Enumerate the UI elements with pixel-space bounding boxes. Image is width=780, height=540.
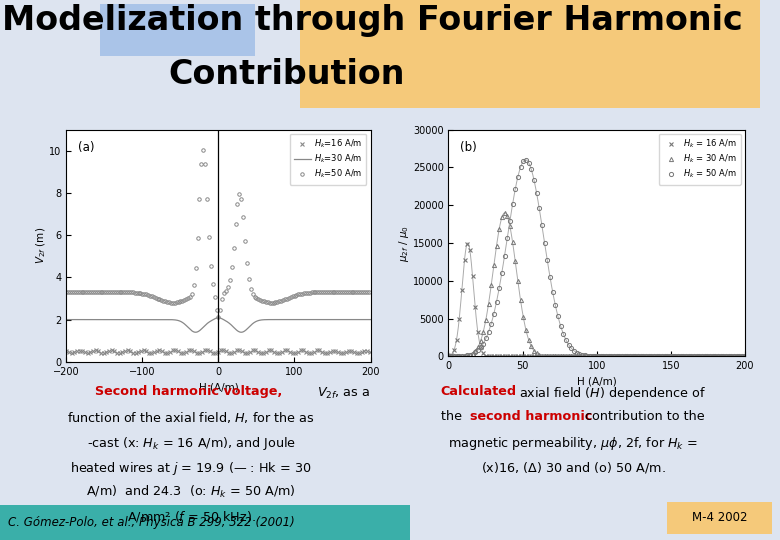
Text: Modelization through Fourier Harmonic: Modelization through Fourier Harmonic <box>2 4 743 37</box>
Text: (b): (b) <box>460 141 477 154</box>
$H_k$ = 30 A/m <box>740 353 750 360</box>
$H_k$ = 50 A/m <box>551 302 560 308</box>
Text: (x)16, ($\Delta$) 30 and (o) 50 A/m.: (x)16, ($\Delta$) 30 and (o) 50 A/m. <box>480 460 666 475</box>
$H_k$=16 A/m <box>160 349 169 356</box>
$H_k$ = 30 A/m <box>676 353 686 360</box>
$H_k$ = 30 A/m <box>660 353 669 360</box>
Line: $H_k$ = 30 A/m: $H_k$ = 30 A/m <box>446 211 746 359</box>
$H_k$=50 A/m <box>232 201 242 207</box>
$H_k$=50 A/m <box>147 293 157 300</box>
Text: the: the <box>441 410 466 423</box>
Bar <box>300 0 760 108</box>
$H_k$=16 A/m <box>250 347 260 353</box>
Text: $V_{2f}$, as a: $V_{2f}$, as a <box>317 386 370 401</box>
$H_k$=50 A/m <box>364 289 374 295</box>
Text: A/m)  and 24.3  (o: $H_k$ = 50 A/m): A/m) and 24.3 (o: $H_k$ = 50 A/m) <box>87 484 296 501</box>
$H_k$=50 A/m <box>313 289 322 295</box>
$H_k$=16 A/m <box>365 348 374 355</box>
$H_k$=30 A/m <box>191 329 200 335</box>
Y-axis label: $\mu_{2f}$ / $\mu_0$: $\mu_{2f}$ / $\mu_0$ <box>397 225 411 261</box>
$H_k$=30 A/m <box>190 329 199 335</box>
Text: axial field ($H$) dependence of: axial field ($H$) dependence of <box>515 386 706 402</box>
$H_k$ = 30 A/m <box>612 353 622 360</box>
$H_k$=50 A/m <box>199 147 208 153</box>
Text: Contribution: Contribution <box>168 58 405 91</box>
$H_k$=16 A/m <box>211 350 220 356</box>
$H_k$ = 16 A/m <box>660 353 669 360</box>
$H_k$=30 A/m <box>366 316 375 323</box>
$H_k$ = 30 A/m <box>732 353 742 360</box>
$H_k$ = 30 A/m <box>444 353 453 360</box>
Text: Second harmonic voltage,: Second harmonic voltage, <box>95 386 287 399</box>
$H_k$=30 A/m <box>283 316 292 323</box>
$H_k$=50 A/m <box>214 314 223 321</box>
$H_k$=30 A/m <box>192 329 201 335</box>
$H_k$=16 A/m <box>333 348 342 355</box>
$H_k$ = 30 A/m <box>551 353 560 360</box>
X-axis label: H (A/m): H (A/m) <box>577 377 616 387</box>
$H_k$=50 A/m <box>261 299 271 305</box>
$H_k$ = 50 A/m <box>676 353 686 360</box>
$H_k$=16 A/m <box>131 350 140 356</box>
Text: M-4 2002: M-4 2002 <box>692 511 747 524</box>
$H_k$ = 30 A/m <box>647 353 656 360</box>
X-axis label: H (A/m): H (A/m) <box>199 382 238 392</box>
$H_k$=30 A/m <box>62 316 71 323</box>
Text: magnetic permeability, $\mu\phi$, 2f, for $H_k$ =: magnetic permeability, $\mu\phi$, 2f, fo… <box>448 435 698 452</box>
$H_k$ = 16 A/m <box>647 353 656 360</box>
$H_k$ = 16 A/m <box>676 353 686 360</box>
Line: $H_k$ = 50 A/m: $H_k$ = 50 A/m <box>446 158 746 359</box>
Line: $H_k$ = 16 A/m: $H_k$ = 16 A/m <box>446 241 746 359</box>
Line: $H_k$=16 A/m: $H_k$=16 A/m <box>65 348 371 355</box>
Text: (a): (a) <box>79 141 95 154</box>
$H_k$ = 16 A/m <box>551 353 560 360</box>
Text: heated wires at $j$ = 19.9 (— : Hk = 30: heated wires at $j$ = 19.9 (— : Hk = 30 <box>70 460 312 477</box>
$H_k$ = 16 A/m <box>612 353 622 360</box>
Legend: $H_k$ = 16 A/m, $H_k$ = 30 A/m, $H_k$ = 50 A/m: $H_k$ = 16 A/m, $H_k$ = 30 A/m, $H_k$ = … <box>659 134 741 185</box>
$H_k$ = 50 A/m <box>660 353 669 360</box>
$H_k$ = 16 A/m <box>686 353 696 360</box>
Line: $H_k$=50 A/m: $H_k$=50 A/m <box>65 148 370 319</box>
$H_k$ = 30 A/m <box>500 210 509 216</box>
$H_k$ = 50 A/m <box>740 353 750 360</box>
$H_k$ = 50 A/m <box>521 157 530 163</box>
Legend: $H_k$=16 A/m, $H_k$=30 A/m, $H_k$=50 A/m: $H_k$=16 A/m, $H_k$=30 A/m, $H_k$=50 A/m <box>289 134 367 185</box>
$H_k$ = 16 A/m <box>463 240 472 247</box>
$H_k$ = 16 A/m <box>444 353 453 359</box>
Text: -cast (x: $H_k$ = 16 A/m), and Joule: -cast (x: $H_k$ = 16 A/m), and Joule <box>87 435 296 452</box>
$H_k$=30 A/m <box>342 316 351 323</box>
$H_k$=30 A/m <box>214 314 223 321</box>
Text: contribution to the: contribution to the <box>581 410 704 423</box>
Text: function of the axial field, $H$, for the as: function of the axial field, $H$, for th… <box>67 410 315 425</box>
$H_k$=16 A/m <box>101 349 111 355</box>
$H_k$=50 A/m <box>62 289 71 295</box>
Text: A/mm² ($f$ = 50 kHz).: A/mm² ($f$ = 50 kHz). <box>126 509 256 524</box>
Bar <box>667 502 772 534</box>
$H_k$=30 A/m <box>206 318 215 324</box>
$H_k$=16 A/m <box>203 347 212 353</box>
$H_k$ = 50 A/m <box>444 353 453 360</box>
Bar <box>0 505 410 540</box>
$H_k$ = 16 A/m <box>740 353 750 360</box>
$H_k$ = 50 A/m <box>612 353 622 360</box>
$H_k$=50 A/m <box>353 289 362 295</box>
Text: C. Gómez-Polo, et al., Physica B 299, 322 (2001): C. Gómez-Polo, et al., Physica B 299, 32… <box>8 516 295 529</box>
Text: Calculated: Calculated <box>441 386 517 399</box>
$H_k$=50 A/m <box>122 289 132 295</box>
Bar <box>100 4 255 56</box>
Text: second harmonic: second harmonic <box>470 410 592 423</box>
$H_k$=16 A/m <box>176 350 186 356</box>
$H_k$ = 50 A/m <box>732 353 742 360</box>
$H_k$ = 50 A/m <box>647 353 656 360</box>
Line: $H_k$=30 A/m: $H_k$=30 A/m <box>66 318 370 332</box>
$H_k$=16 A/m <box>62 348 71 355</box>
$H_k$ = 16 A/m <box>735 353 744 360</box>
$H_k$=30 A/m <box>356 316 366 323</box>
Y-axis label: $V_{2f}$ (m): $V_{2f}$ (m) <box>34 227 48 264</box>
